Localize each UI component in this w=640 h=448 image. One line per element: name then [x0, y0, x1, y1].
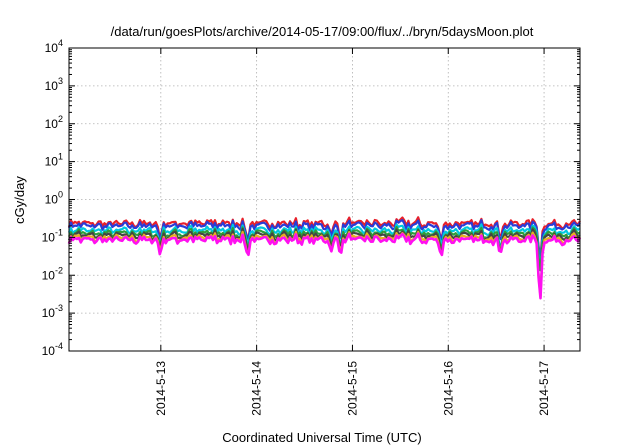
y-tick-label: 103 [45, 76, 63, 93]
y-tick-label: 102 [45, 114, 63, 131]
series-line-3 [67, 223, 581, 268]
x-tick-label: 2014-5-17 [537, 361, 551, 416]
x-tick-label: 2014-5-14 [250, 361, 264, 416]
y-tick-label: 10-1 [42, 227, 63, 244]
tick-layer: 10-4 10-3 10-2 10-1 100 101 102 103 104 2014-5-13… [42, 38, 580, 416]
y-tick-label: 10-4 [42, 341, 63, 358]
y-tick-label: 101 [45, 152, 63, 169]
series-line-7 [67, 232, 582, 300]
y-tick-label: 104 [45, 38, 63, 55]
x-tick-label: 2014-5-15 [345, 361, 359, 416]
y-tick-label: 100 [45, 190, 63, 207]
chart-title: /data/run/goesPlots/archive/2014-05-17/0… [111, 24, 534, 39]
series-line-4 [67, 225, 581, 272]
y-tick-label: 10-3 [42, 303, 63, 320]
x-tick-label: 2014-5-13 [154, 361, 168, 416]
x-tick-label: 2014-5-16 [441, 361, 455, 416]
y-axis-label: cGy/day [12, 176, 27, 224]
y-tick-label: 10-2 [42, 265, 63, 282]
series-layer [67, 216, 582, 300]
series-line-2 [67, 219, 581, 262]
grid-layer [69, 48, 580, 351]
x-axis-label: Coordinated Universal Time (UTC) [222, 430, 421, 445]
